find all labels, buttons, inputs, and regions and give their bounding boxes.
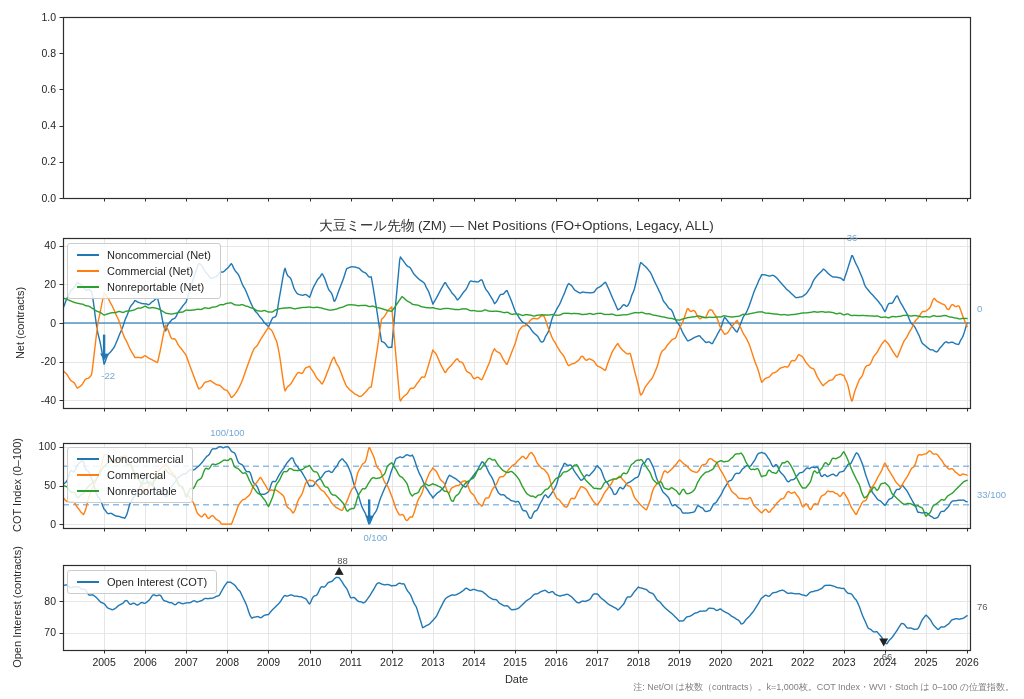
- y-tick-label: 0: [12, 518, 56, 530]
- chart-annotation: 76: [977, 601, 988, 613]
- legend-line-swatch: [77, 254, 99, 256]
- x-tick-label: 2006: [123, 656, 167, 668]
- x-tick-label: 2019: [657, 656, 701, 668]
- x-tick-label: 2010: [288, 656, 332, 668]
- legend-label: Open Interest (COT): [107, 576, 207, 588]
- y-tick-label: 0: [12, 317, 56, 329]
- legend-line-swatch: [77, 474, 99, 476]
- x-tick-label: 2022: [781, 656, 825, 668]
- legend-item: Noncommercial: [77, 453, 183, 465]
- x-tick-label: 2009: [246, 656, 290, 668]
- chart-annotation: 100/100: [210, 427, 244, 439]
- y-tick-label: 0.2: [12, 155, 56, 167]
- y-tick-label: -20: [12, 355, 56, 367]
- y-tick-label: 40: [12, 239, 56, 251]
- legend-net-positions: Noncommercial (Net) Commercial (Net) Nonre…: [67, 243, 221, 299]
- y-tick-label: 1.0: [12, 11, 56, 23]
- legend-line-swatch: [77, 581, 99, 583]
- x-tick-label: 2015: [493, 656, 537, 668]
- x-tick-label: 2007: [164, 656, 208, 668]
- x-tick-label: 2014: [452, 656, 496, 668]
- legend-item: Nonreportable (Net): [77, 281, 211, 293]
- y-tick-label: 20: [12, 278, 56, 290]
- legend-line-swatch: [77, 270, 99, 272]
- legend-line-swatch: [77, 286, 99, 288]
- legend-label: Nonreportable (Net): [107, 281, 204, 293]
- x-tick-label: 2023: [822, 656, 866, 668]
- y-tick-label: 0.0: [12, 192, 56, 204]
- legend-line-swatch: [77, 490, 99, 492]
- legend-label: Commercial: [107, 469, 166, 481]
- x-tick-label: 2018: [616, 656, 660, 668]
- subplot-empty: [63, 17, 970, 198]
- y-tick-label: 80: [12, 595, 56, 607]
- subplot-cot-index: [63, 443, 970, 528]
- x-tick-label: 2013: [411, 656, 455, 668]
- chart-annotation: 66: [882, 651, 893, 663]
- x-tick-label: 2016: [534, 656, 578, 668]
- legend-item: Open Interest (COT): [77, 576, 207, 588]
- x-tick-label: 2011: [329, 656, 373, 668]
- chart-annotation: 0/100: [363, 532, 387, 544]
- legend-open-interest: Open Interest (COT): [67, 570, 217, 594]
- footnote: 注: Net/OI は枚数（contracts）。k=1,000枚。COT In…: [414, 681, 1014, 694]
- legend-line-swatch: [77, 458, 99, 460]
- legend-label: Nonreportable: [107, 485, 177, 497]
- y-tick-label: 0.6: [12, 83, 56, 95]
- legend-item: Commercial (Net): [77, 265, 211, 277]
- x-tick-label: 2020: [699, 656, 743, 668]
- chart-annotation: 88: [337, 555, 348, 567]
- legend-label: Noncommercial: [107, 453, 183, 465]
- x-tick-label: 2008: [205, 656, 249, 668]
- y-tick-label: 70: [12, 626, 56, 638]
- legend-label: Noncommercial (Net): [107, 249, 211, 261]
- legend-item: Noncommercial (Net): [77, 249, 211, 261]
- legend-cot-index: Noncommercial Commercial Nonreportable: [67, 447, 193, 503]
- x-tick-label: 2021: [740, 656, 784, 668]
- y-tick-label: 100: [12, 440, 56, 452]
- legend-item: Nonreportable: [77, 485, 183, 497]
- y-tick-label: -40: [12, 394, 56, 406]
- y-tick-label: 50: [12, 479, 56, 491]
- net-positions-title: 大豆ミール先物 (ZM) — Net Positions (FO+Options…: [63, 217, 970, 235]
- x-tick-label: 2026: [945, 656, 989, 668]
- y-tick-label: 0.4: [12, 119, 56, 131]
- chart-annotation: 36: [847, 232, 858, 244]
- x-tick-label: 2017: [575, 656, 619, 668]
- legend-label: Commercial (Net): [107, 265, 193, 277]
- x-tick-label: 2012: [370, 656, 414, 668]
- cot-chart-figure: 大豆ミール先物 (ZM) — Net Positions (FO+Options…: [0, 0, 1024, 699]
- x-tick-label: 2005: [82, 656, 126, 668]
- chart-annotation: -22: [101, 370, 115, 382]
- chart-annotation: 33/100: [977, 489, 1006, 501]
- legend-item: Commercial: [77, 469, 183, 481]
- x-tick-label: 2025: [904, 656, 948, 668]
- y-tick-label: 0.8: [12, 47, 56, 59]
- chart-annotation: 0: [977, 303, 982, 315]
